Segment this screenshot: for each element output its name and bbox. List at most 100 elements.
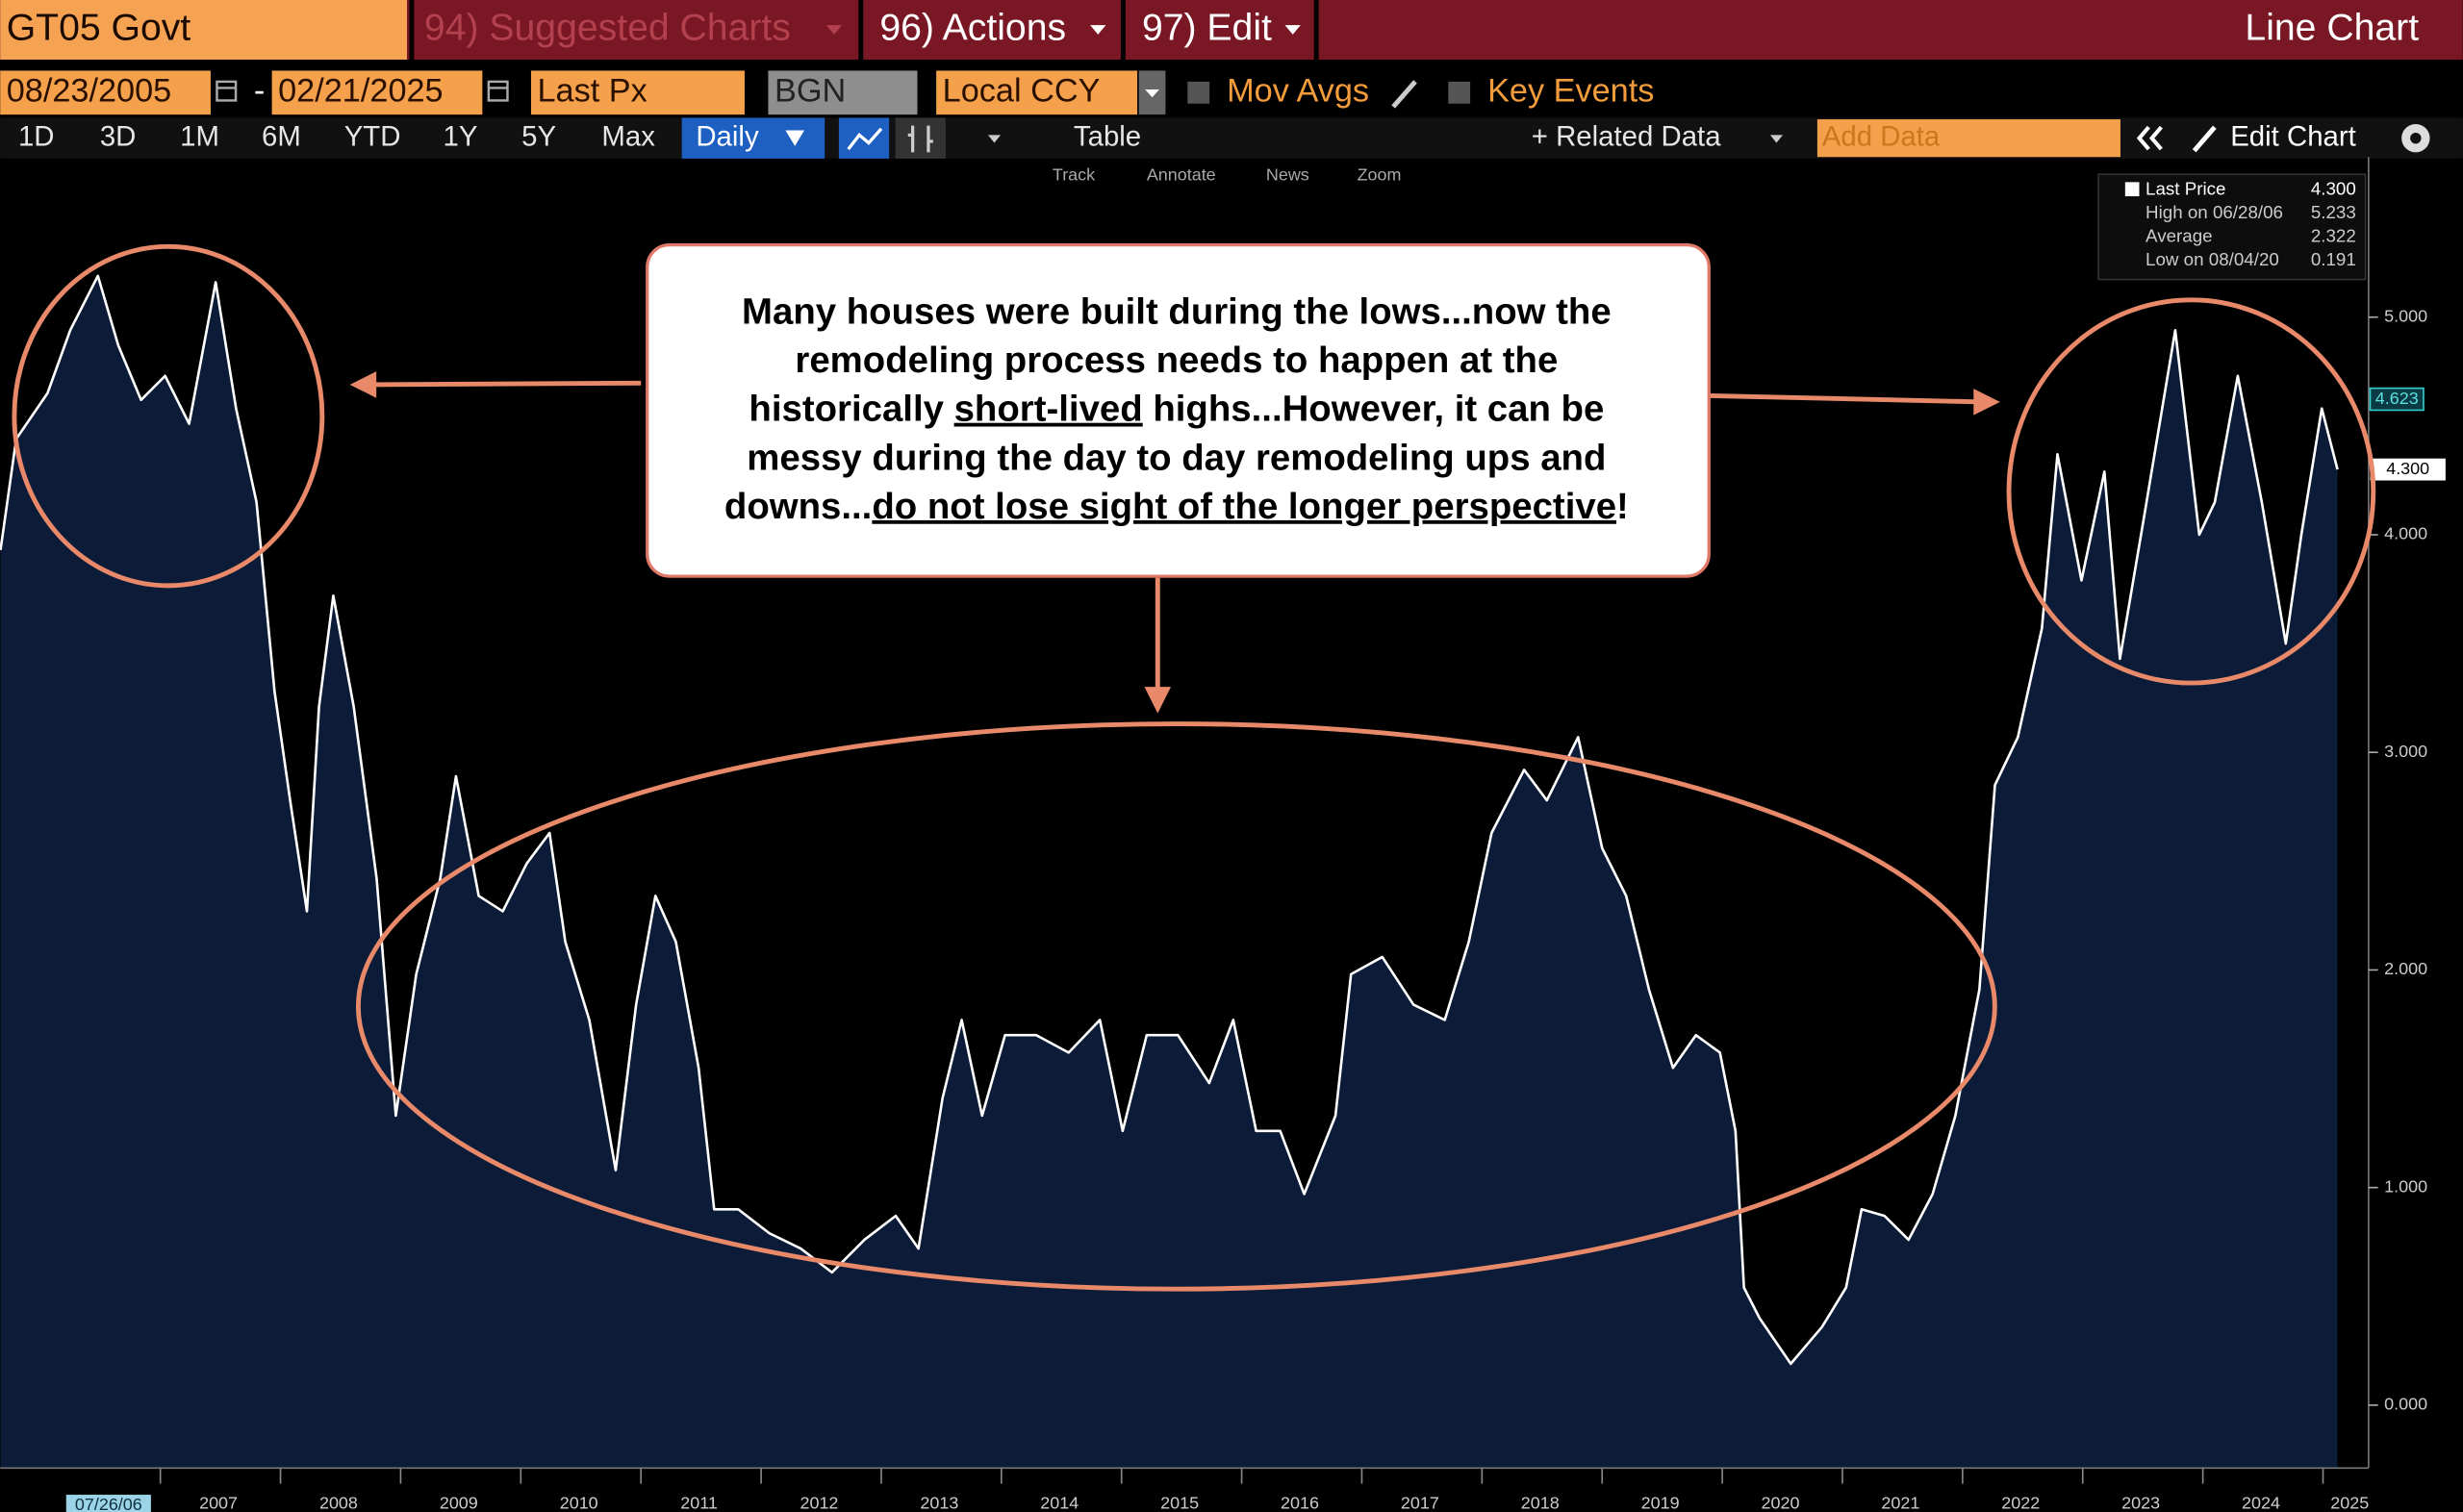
x-tick-label: 2010 bbox=[560, 1494, 598, 1512]
add-data-input[interactable] bbox=[1816, 119, 2120, 158]
legend-value: 4.300 bbox=[2311, 178, 2356, 198]
x-tick-label: 2012 bbox=[800, 1494, 839, 1512]
x-tick-label: 2008 bbox=[319, 1494, 358, 1512]
x-tick-label: 2011 bbox=[680, 1494, 718, 1512]
range-button[interactable]: 1Y bbox=[444, 120, 478, 152]
source: BGN bbox=[774, 72, 846, 109]
checkbox[interactable] bbox=[1187, 81, 1210, 104]
related-data[interactable]: + Related Data bbox=[1532, 120, 1721, 152]
y-tick-label: 3.000 bbox=[2384, 742, 2427, 761]
range-button[interactable]: 1M bbox=[180, 120, 219, 152]
x-tick-label: 2014 bbox=[1040, 1494, 1079, 1512]
chart-tool[interactable]: Zoom bbox=[1358, 165, 1402, 185]
x-tick-label: 2013 bbox=[920, 1494, 958, 1512]
calendar-icons bbox=[216, 80, 509, 102]
annotation-line: remodeling process needs to happen at th… bbox=[795, 340, 1558, 381]
annotation-line: downs...do not lose sight of the longer … bbox=[724, 486, 1629, 527]
bar-style-button[interactable] bbox=[895, 117, 946, 159]
chart-tool[interactable]: Annotate bbox=[1147, 165, 1216, 185]
currency-input[interactable] bbox=[936, 70, 1138, 115]
menu-separators bbox=[409, 0, 1319, 61]
dropdown-arrow bbox=[1769, 135, 1783, 143]
security-box[interactable] bbox=[0, 0, 407, 61]
start-date-input[interactable] bbox=[0, 70, 211, 115]
range-button[interactable]: 1D bbox=[18, 120, 55, 152]
chart-type: Line Chart bbox=[2245, 7, 2419, 48]
annotation-line: Many houses were built during the lows..… bbox=[742, 291, 1612, 333]
cursor-date-box bbox=[65, 1495, 151, 1512]
frequency-button[interactable] bbox=[681, 117, 825, 159]
y-tick-label: 1.000 bbox=[2384, 1176, 2427, 1196]
settings-icon[interactable] bbox=[2401, 123, 2430, 153]
range-button[interactable]: 3D bbox=[100, 120, 137, 152]
x-tick-label: 2009 bbox=[440, 1494, 478, 1512]
pencil-icon bbox=[1391, 80, 1417, 109]
annotation-segment: downs... bbox=[724, 486, 872, 527]
legend-stat-label: Average bbox=[2146, 225, 2213, 245]
annotation-segment: Many houses were built during the lows..… bbox=[742, 291, 1612, 333]
edit-pencil-icon bbox=[2192, 125, 2217, 153]
bar-icon bbox=[907, 125, 933, 153]
checkbox[interactable] bbox=[1448, 81, 1471, 104]
source-input[interactable] bbox=[768, 70, 918, 115]
table-button[interactable]: Table bbox=[1074, 120, 1141, 152]
annotation-segment: highs...However, it can be bbox=[1143, 389, 1605, 430]
legend-label: Last Price bbox=[2146, 178, 2225, 198]
start-date: 08/23/2005 bbox=[7, 72, 172, 109]
menu-item[interactable]: 96) Actions bbox=[879, 7, 1066, 48]
y-tick-label: 2.000 bbox=[2384, 959, 2427, 978]
checkbox-label[interactable]: Key Events bbox=[1487, 72, 1654, 109]
dropdown-arrow bbox=[1145, 89, 1159, 98]
edit-chart[interactable]: Edit Chart bbox=[2230, 120, 2356, 152]
dropdown-arrow bbox=[785, 130, 804, 146]
add-data-placeholder: Add Data bbox=[1822, 120, 1941, 152]
collapse-icon[interactable] bbox=[2136, 125, 2163, 151]
currency: Local CCY bbox=[943, 72, 1101, 109]
cursor-date: 07/26/06 bbox=[75, 1495, 142, 1512]
annotation-line: messy during the day to day remodeling u… bbox=[747, 437, 1606, 478]
field: Last Px bbox=[537, 72, 647, 109]
chart-tool[interactable]: News bbox=[1266, 165, 1309, 185]
x-tick-label: 2020 bbox=[1762, 1494, 1800, 1512]
legend-stat-label: High on 06/28/06 bbox=[2146, 202, 2283, 222]
frequency: Daily bbox=[696, 120, 759, 152]
x-tick-label: 2018 bbox=[1521, 1494, 1560, 1512]
security-name: GT05 Govt bbox=[7, 7, 191, 48]
x-tick-label: 2015 bbox=[1160, 1494, 1199, 1512]
menu-item[interactable]: 94) Suggested Charts bbox=[424, 7, 791, 48]
legend-stat-value: 2.322 bbox=[2311, 225, 2356, 245]
menu-item[interactable]: 97) Edit bbox=[1142, 7, 1272, 48]
range-button[interactable]: YTD bbox=[344, 120, 401, 152]
annotation-text: Many houses were built during the lows..… bbox=[724, 291, 1629, 527]
chart-tool[interactable]: Track bbox=[1053, 165, 1095, 185]
x-tick-label: 2007 bbox=[199, 1494, 238, 1512]
area-fill bbox=[0, 275, 2338, 1469]
annotation-segment: messy during the day to day remodeling u… bbox=[747, 437, 1606, 478]
chart-area: 0.000 1.000 2.000 3.000 4.000 5.000 2007 2008 20… bbox=[0, 157, 2446, 1512]
x-tick-label: 2025 bbox=[2330, 1494, 2369, 1512]
date-separator: - bbox=[254, 72, 265, 109]
x-tick-label: 2023 bbox=[2121, 1494, 2160, 1512]
annotation-segment: remodeling process needs to happen at th… bbox=[795, 340, 1558, 381]
legend-swatch bbox=[2124, 182, 2140, 197]
legend-box bbox=[2097, 173, 2367, 281]
legend-stat-value: 0.191 bbox=[2311, 249, 2356, 269]
price-tag-box bbox=[2369, 387, 2425, 412]
last-price-tag: 4.300 bbox=[2386, 459, 2429, 478]
range-button[interactable]: 5Y bbox=[521, 120, 556, 152]
range-button[interactable]: 6M bbox=[262, 120, 301, 152]
range-button[interactable]: Max bbox=[601, 120, 655, 152]
last-price-tag-box bbox=[2370, 458, 2446, 481]
annotation-line: historically short-lived highs...However… bbox=[749, 389, 1604, 430]
end-date: 02/21/2025 bbox=[278, 72, 444, 109]
end-date-input[interactable] bbox=[271, 70, 483, 115]
legend-stat-label: Low on 08/04/20 bbox=[2146, 249, 2279, 269]
dropdown-arrows bbox=[825, 25, 1301, 35]
dropdown-arrow bbox=[987, 135, 1002, 143]
checkbox-label[interactable]: Mov Avgs bbox=[1227, 72, 1369, 109]
annotation-segment: do not lose sight of the longer perspect… bbox=[872, 486, 1616, 527]
x-tick-label: 2019 bbox=[1641, 1494, 1680, 1512]
x-tick-label: 2024 bbox=[2242, 1494, 2280, 1512]
field-input[interactable] bbox=[530, 70, 745, 115]
